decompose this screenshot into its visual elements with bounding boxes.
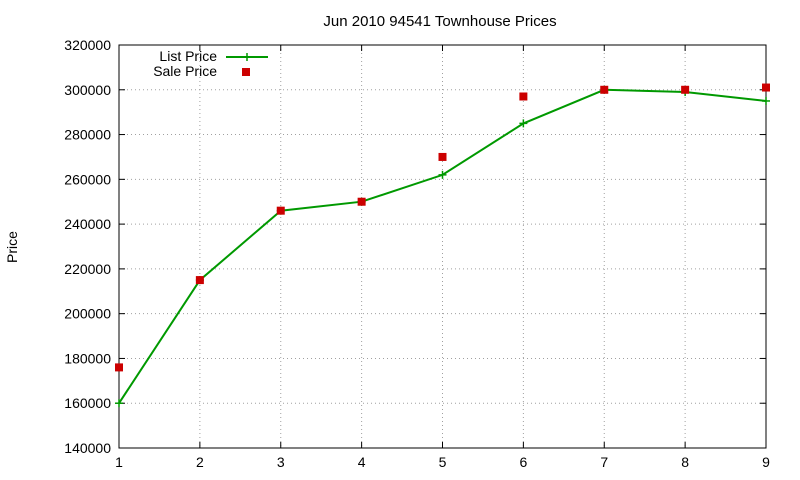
legend-label-sale-price: Sale Price — [153, 63, 217, 79]
list-price-point — [115, 399, 123, 408]
legend-label-list-price: List Price — [159, 48, 217, 64]
y-tick-label: 220000 — [64, 261, 111, 277]
sale-price-point — [438, 152, 447, 161]
x-tick-label: 5 — [439, 454, 447, 470]
sale-price-point — [195, 276, 204, 285]
y-tick-label: 200000 — [64, 306, 111, 322]
legend-swatch-sale-price — [242, 68, 250, 76]
list-price-point — [762, 96, 770, 105]
sale-price-point — [276, 206, 285, 215]
x-tick-label: 4 — [358, 454, 366, 470]
sale-price-point — [357, 197, 366, 206]
x-tick-label: 8 — [681, 454, 689, 470]
y-axis-label: Price — [4, 231, 20, 263]
y-tick-label: 300000 — [64, 82, 111, 98]
grid — [119, 45, 766, 448]
x-tick-label: 9 — [762, 454, 770, 470]
y-axis-ticks: 140000 160000 180000 200000 220000 240000 2600… — [64, 37, 766, 456]
list-price-point — [519, 119, 528, 128]
y-tick-label: 240000 — [64, 216, 111, 232]
x-tick-label: 7 — [600, 454, 608, 470]
sale-price-point — [519, 92, 528, 101]
sale-price-point — [762, 83, 770, 92]
y-tick-label: 280000 — [64, 127, 111, 143]
y-tick-label: 260000 — [64, 171, 111, 187]
plot-frame — [118, 44, 767, 449]
sale-price-point — [600, 85, 609, 94]
x-tick-label: 1 — [115, 454, 123, 470]
y-tick-label: 320000 — [64, 37, 111, 53]
x-tick-label: 2 — [196, 454, 204, 470]
sale-price-point — [681, 85, 690, 94]
y-tick-label: 140000 — [64, 440, 111, 456]
sale-price-point — [115, 363, 123, 372]
chart-title: Jun 2010 94541 Townhouse Prices — [323, 13, 556, 30]
list-price-point — [438, 170, 447, 179]
y-tick-label: 160000 — [64, 395, 111, 411]
list-price-line — [118, 88, 767, 404]
x-tick-label: 6 — [519, 454, 527, 470]
series-layer — [115, 83, 770, 408]
y-tick-label: 180000 — [64, 350, 111, 366]
x-tick-label: 3 — [277, 454, 285, 470]
